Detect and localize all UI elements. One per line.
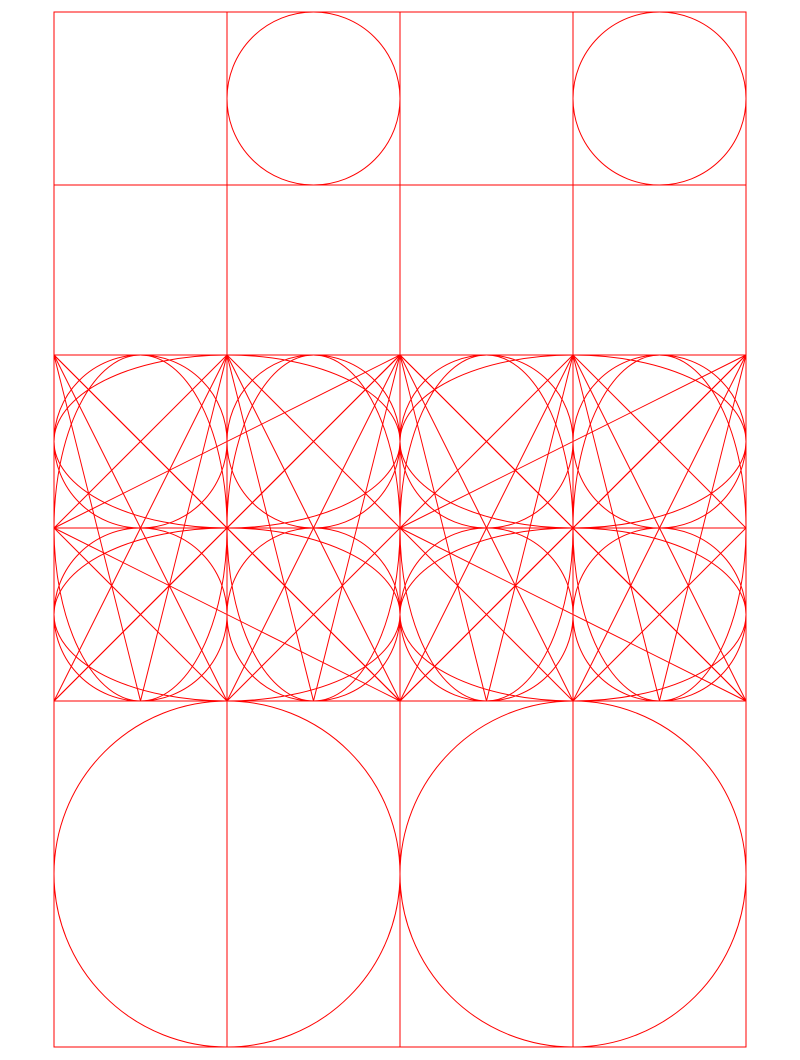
construction-line <box>226 354 401 702</box>
construction-line <box>226 354 401 529</box>
construction-line <box>53 354 401 529</box>
construction-line <box>53 354 228 529</box>
construction-line <box>572 527 747 702</box>
construction-line <box>399 354 574 702</box>
construction-line <box>53 527 401 702</box>
construction-line <box>226 527 401 702</box>
construction-line <box>572 354 747 702</box>
inscribed-circle <box>226 11 401 186</box>
construction-line <box>659 354 747 702</box>
construction-line <box>399 527 574 702</box>
construction-line <box>53 527 228 702</box>
construction-line <box>226 354 314 702</box>
construction-line <box>313 354 401 702</box>
construction-line <box>399 354 747 529</box>
construction-line <box>399 354 574 529</box>
construction-line <box>572 354 747 529</box>
construction-line <box>140 354 228 702</box>
construction-line <box>399 527 747 702</box>
construction-line <box>486 354 574 702</box>
construction-line <box>399 354 487 702</box>
inscribed-circle <box>572 11 747 186</box>
construction-line <box>572 354 660 702</box>
construction-line <box>53 354 141 702</box>
construction-line <box>53 354 228 702</box>
